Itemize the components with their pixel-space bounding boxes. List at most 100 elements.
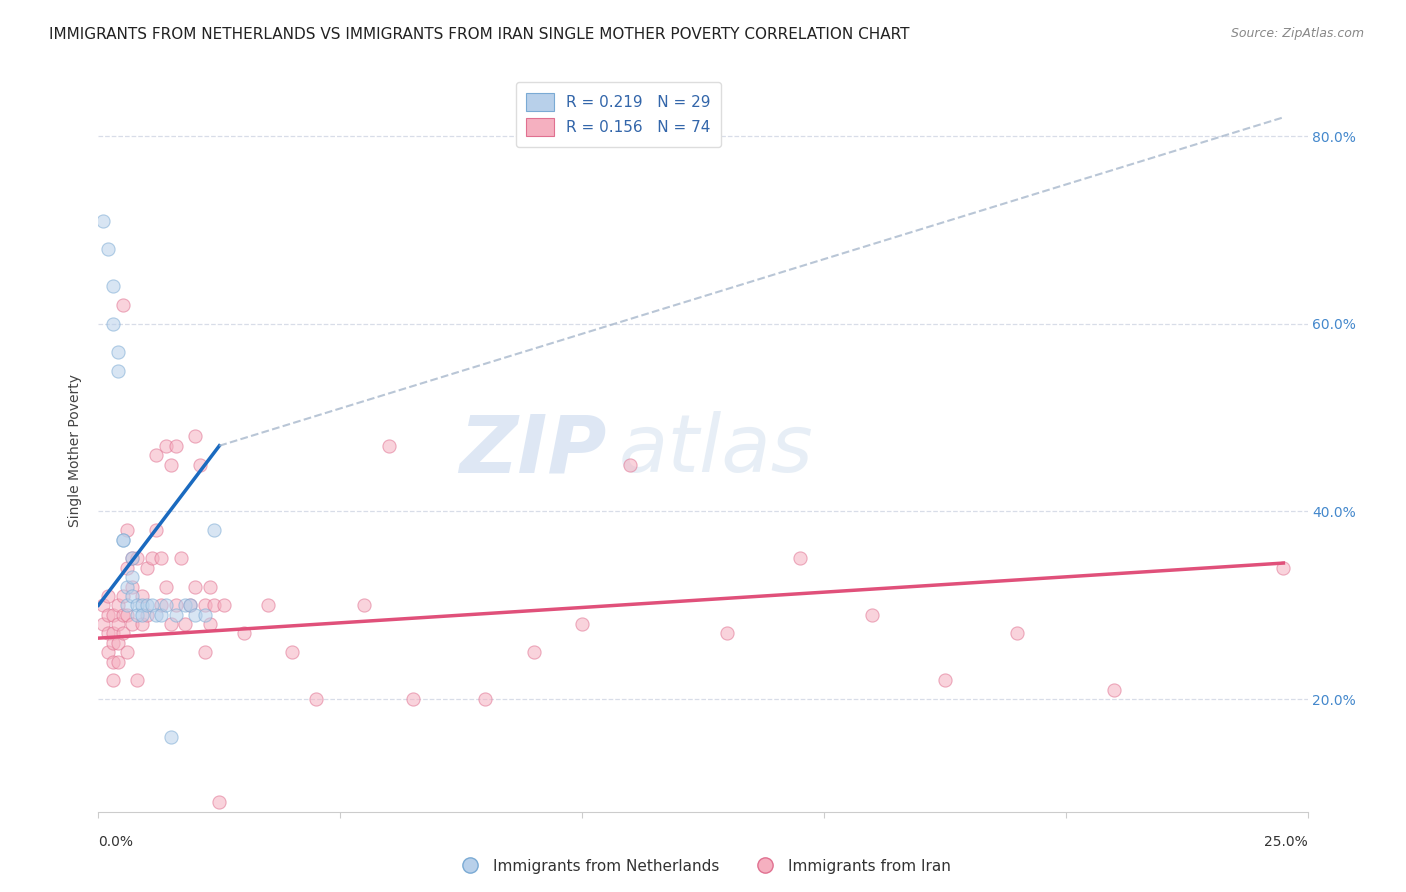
Point — [97, 626, 120, 640]
Point — [127, 599, 149, 613]
Point — [377, 439, 399, 453]
Point — [194, 599, 217, 613]
Point — [97, 242, 120, 256]
Point — [131, 607, 153, 622]
Point — [111, 298, 134, 312]
Point — [101, 673, 124, 688]
Point — [165, 599, 187, 613]
Point — [107, 345, 129, 359]
Point — [353, 599, 375, 613]
Point — [160, 730, 183, 744]
Point — [121, 617, 143, 632]
Point — [101, 626, 124, 640]
Point — [145, 448, 167, 462]
Point — [474, 692, 496, 706]
Point — [107, 636, 129, 650]
Point — [107, 364, 129, 378]
Point — [101, 317, 124, 331]
Point — [111, 607, 134, 622]
Point — [135, 607, 157, 622]
Point — [121, 551, 143, 566]
Point — [789, 551, 811, 566]
Text: ZIP: ZIP — [458, 411, 606, 490]
Point — [198, 617, 221, 632]
Point — [150, 599, 173, 613]
Point — [127, 551, 149, 566]
Point — [281, 645, 304, 659]
Point — [111, 626, 134, 640]
Point — [141, 551, 163, 566]
Point — [150, 551, 173, 566]
Point — [155, 580, 177, 594]
Point — [208, 795, 231, 809]
Point — [184, 607, 207, 622]
Point — [155, 439, 177, 453]
Point — [1272, 560, 1295, 574]
Point — [169, 551, 191, 566]
Text: Source: ZipAtlas.com: Source: ZipAtlas.com — [1230, 27, 1364, 40]
Point — [121, 551, 143, 566]
Point — [121, 580, 143, 594]
Point — [194, 645, 217, 659]
Point — [121, 570, 143, 584]
Y-axis label: Single Mother Poverty: Single Mother Poverty — [69, 374, 83, 527]
Text: atlas: atlas — [619, 411, 813, 490]
Point — [145, 523, 167, 537]
Point — [179, 599, 201, 613]
Point — [179, 599, 201, 613]
Point — [1102, 682, 1125, 697]
Point — [117, 523, 139, 537]
Point — [131, 617, 153, 632]
Point — [160, 458, 183, 472]
Point — [131, 589, 153, 603]
Point — [174, 617, 197, 632]
Point — [232, 626, 254, 640]
Point — [101, 655, 124, 669]
Text: 0.0%: 0.0% — [98, 835, 134, 849]
Point — [107, 617, 129, 632]
Point — [117, 560, 139, 574]
Point — [97, 645, 120, 659]
Point — [184, 429, 207, 443]
Legend: Immigrants from Netherlands, Immigrants from Iran: Immigrants from Netherlands, Immigrants … — [449, 853, 957, 880]
Point — [256, 599, 278, 613]
Point — [135, 560, 157, 574]
Point — [155, 599, 177, 613]
Legend: R = 0.219   N = 29, R = 0.156   N = 74: R = 0.219 N = 29, R = 0.156 N = 74 — [516, 82, 721, 146]
Point — [160, 617, 183, 632]
Point — [97, 589, 120, 603]
Point — [107, 599, 129, 613]
Point — [619, 458, 641, 472]
Point — [127, 673, 149, 688]
Point — [150, 607, 173, 622]
Point — [91, 213, 114, 227]
Point — [107, 655, 129, 669]
Point — [716, 626, 738, 640]
Point — [402, 692, 425, 706]
Point — [101, 607, 124, 622]
Point — [934, 673, 956, 688]
Point — [165, 439, 187, 453]
Point — [305, 692, 328, 706]
Point — [141, 599, 163, 613]
Point — [117, 607, 139, 622]
Point — [860, 607, 883, 622]
Point — [111, 533, 134, 547]
Point — [111, 589, 134, 603]
Point — [571, 617, 593, 632]
Point — [101, 636, 124, 650]
Point — [174, 599, 197, 613]
Point — [204, 523, 226, 537]
Point — [127, 607, 149, 622]
Point — [101, 279, 124, 293]
Point — [131, 599, 153, 613]
Point — [135, 599, 157, 613]
Point — [194, 607, 217, 622]
Point — [121, 589, 143, 603]
Point — [111, 533, 134, 547]
Point — [204, 599, 226, 613]
Text: IMMIGRANTS FROM NETHERLANDS VS IMMIGRANTS FROM IRAN SINGLE MOTHER POVERTY CORREL: IMMIGRANTS FROM NETHERLANDS VS IMMIGRANT… — [49, 27, 910, 42]
Point — [1007, 626, 1029, 640]
Point — [117, 645, 139, 659]
Point — [97, 607, 120, 622]
